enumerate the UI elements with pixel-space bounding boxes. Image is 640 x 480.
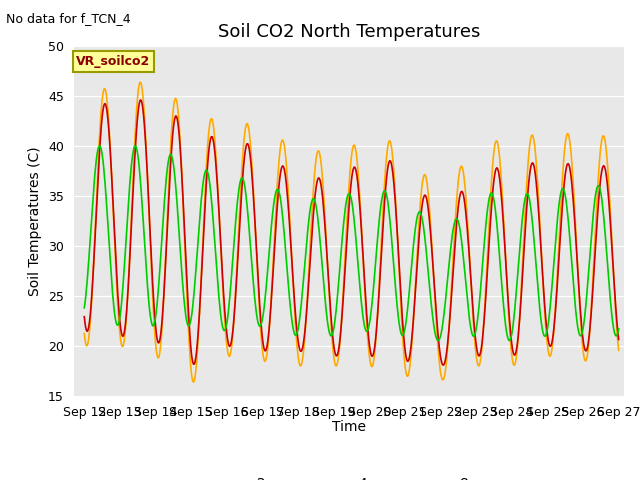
Legend: -2cm, -4cm, -8cm: -2cm, -4cm, -8cm <box>202 471 496 480</box>
Text: No data for f_TCN_4: No data for f_TCN_4 <box>6 12 131 25</box>
Title: Soil CO2 North Temperatures: Soil CO2 North Temperatures <box>218 23 480 41</box>
Text: VR_soilco2: VR_soilco2 <box>76 55 150 68</box>
X-axis label: Time: Time <box>332 420 366 434</box>
Y-axis label: Soil Temperatures (C): Soil Temperatures (C) <box>28 146 42 296</box>
